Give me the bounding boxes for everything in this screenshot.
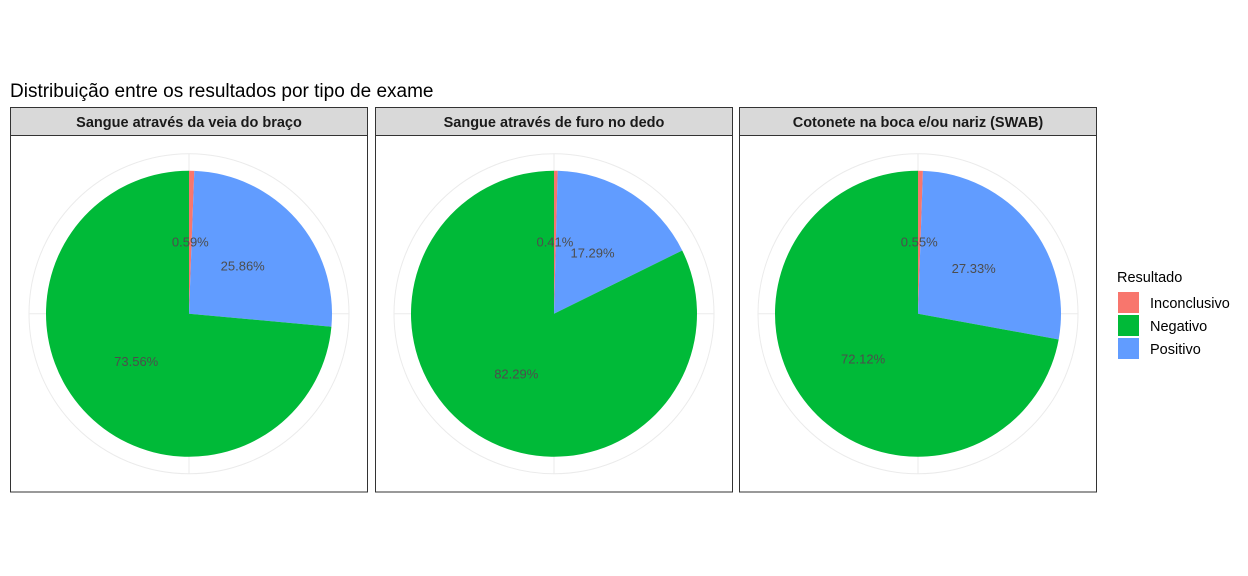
facet-title: Cotonete na boca e/ou nariz (SWAB) <box>793 115 1044 131</box>
facet-panels: Sangue através da veia do braço 0.59% 25.8… <box>10 107 1097 493</box>
slice-label-negativo: 72.12% <box>841 352 886 367</box>
slice-label-negativo: 82.29% <box>494 366 539 381</box>
slice-label-positivo: 17.29% <box>570 246 615 261</box>
facet-strip <box>10 107 368 136</box>
slice-label-inconclusivo: 0.55% <box>901 234 938 249</box>
legend-title: Resultado <box>1117 270 1182 286</box>
legend-key-negativo <box>1118 315 1139 336</box>
pie-slice-negativo <box>775 170 1059 457</box>
slice-label-positivo: 27.33% <box>952 261 997 276</box>
slice-label-positivo: 25.86% <box>221 259 266 274</box>
pie-slice-negativo <box>410 170 697 457</box>
slice-label-inconclusivo: 0.41% <box>536 234 573 249</box>
facet-panel: Sangue através de furo no dedo 0.41%17.29… <box>375 107 733 493</box>
legend: Resultado Inconclusivo Negativo Positivo <box>1117 270 1230 359</box>
facet-panel: Cotonete na boca e/ou nariz (SWAB) 0.55% 2… <box>739 107 1097 493</box>
pie-slice-positivo <box>554 170 683 314</box>
pie-slice-positivo <box>189 170 332 327</box>
facet-title: Sangue através de furo no dedo <box>444 115 665 131</box>
facet-panel: Sangue através da veia do braço 0.59% 25.8… <box>10 107 368 493</box>
pie-slice-inconclusivo <box>554 170 558 314</box>
slice-label-inconclusivo: 0.59% <box>172 234 209 249</box>
facet-title: Sangue através da veia do braço <box>76 115 302 131</box>
legend-key-inconclusivo <box>1118 292 1139 313</box>
legend-label-negativo: Negativo <box>1150 319 1207 335</box>
legend-label-positivo: Positivo <box>1150 342 1201 358</box>
pie-slice-inconclusivo <box>189 170 195 314</box>
facet-strip <box>739 107 1097 136</box>
pie-slice-negativo <box>46 170 332 457</box>
legend-label-inconclusivo: Inconclusivo <box>1150 296 1230 312</box>
pie-slice-positivo <box>918 170 1061 340</box>
legend-key-positivo <box>1118 338 1139 359</box>
pie-slice-inconclusivo <box>918 170 923 314</box>
slice-label-negativo: 73.56% <box>114 354 159 369</box>
chart-title: Distribuição entre os resultados por tip… <box>10 81 434 102</box>
